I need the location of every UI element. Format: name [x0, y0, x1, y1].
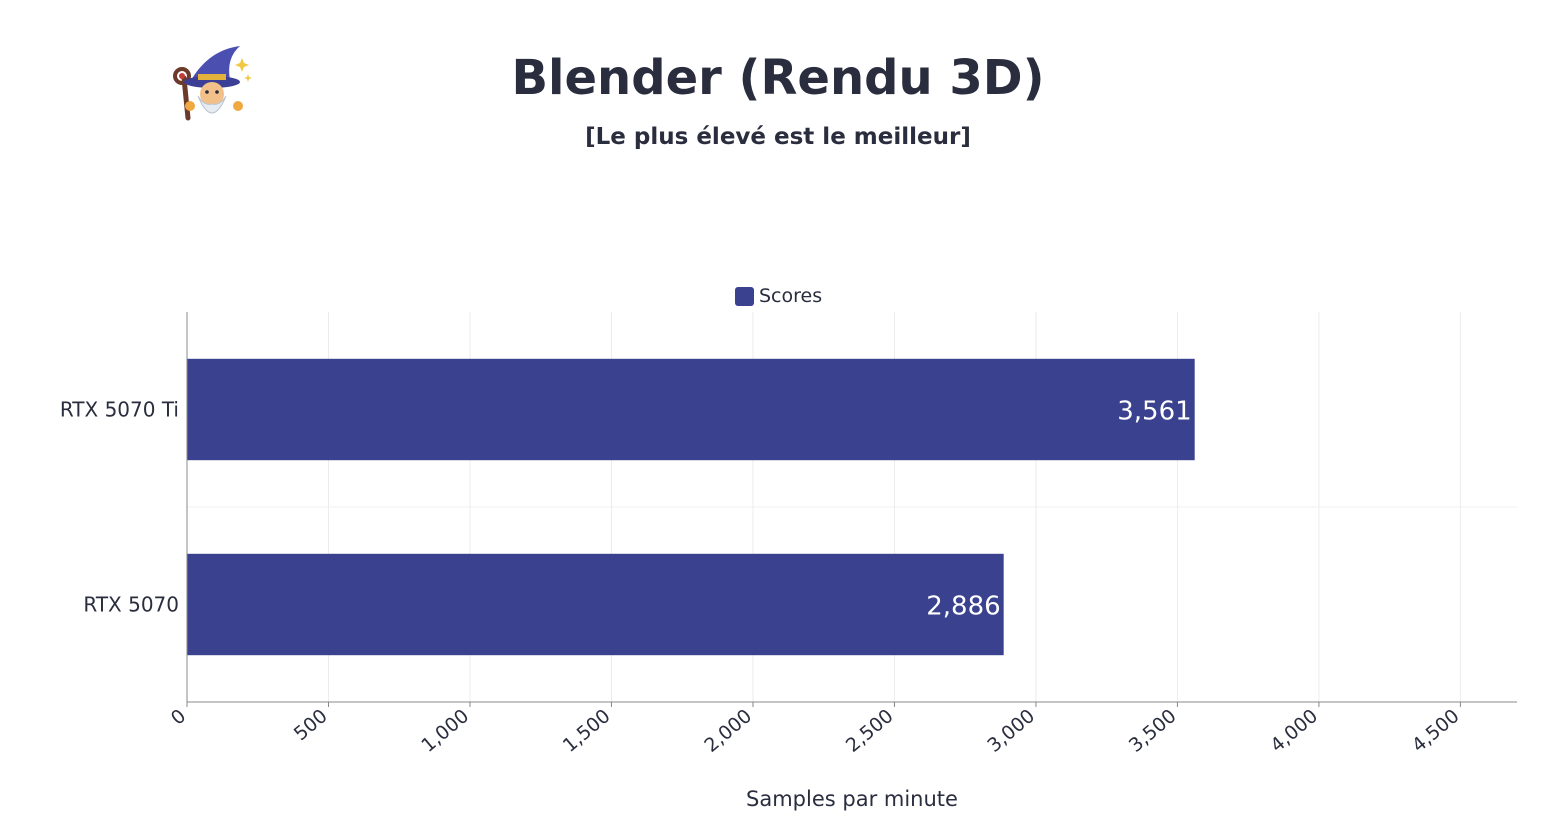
legend-swatch — [735, 286, 754, 306]
x-axis-title: Samples par minute — [746, 787, 958, 811]
chart-subtitle: [Le plus élevé est le meilleur] — [585, 124, 971, 150]
chart-title: Blender (Rendu 3D) — [511, 50, 1045, 106]
chart-legend[interactable]: Scores — [735, 285, 822, 307]
category-label: RTX 5070 Ti — [60, 398, 179, 422]
x-tick-label: 0 — [167, 705, 190, 730]
x-tick-label: 3,500 — [1125, 705, 1181, 757]
bar-value-label: 3,561 — [1117, 397, 1191, 427]
x-tick-label: 500 — [290, 705, 332, 745]
x-tick-label: 1,500 — [559, 705, 615, 757]
wizard-icon — [168, 40, 258, 126]
bar-value-label: 2,886 — [926, 592, 1000, 622]
bar — [187, 358, 1195, 461]
x-tick-label: 1,000 — [417, 705, 473, 757]
x-tick-label: 4,500 — [1408, 705, 1464, 757]
legend-label: Scores — [759, 285, 823, 307]
x-tick-label: 2,000 — [700, 705, 756, 757]
x-tick-label: 4,000 — [1266, 705, 1322, 757]
x-tick-label: 2,500 — [842, 705, 898, 757]
x-tick-label: 3,000 — [983, 705, 1039, 757]
bar — [187, 553, 1004, 656]
category-label: RTX 5070 — [83, 593, 179, 617]
